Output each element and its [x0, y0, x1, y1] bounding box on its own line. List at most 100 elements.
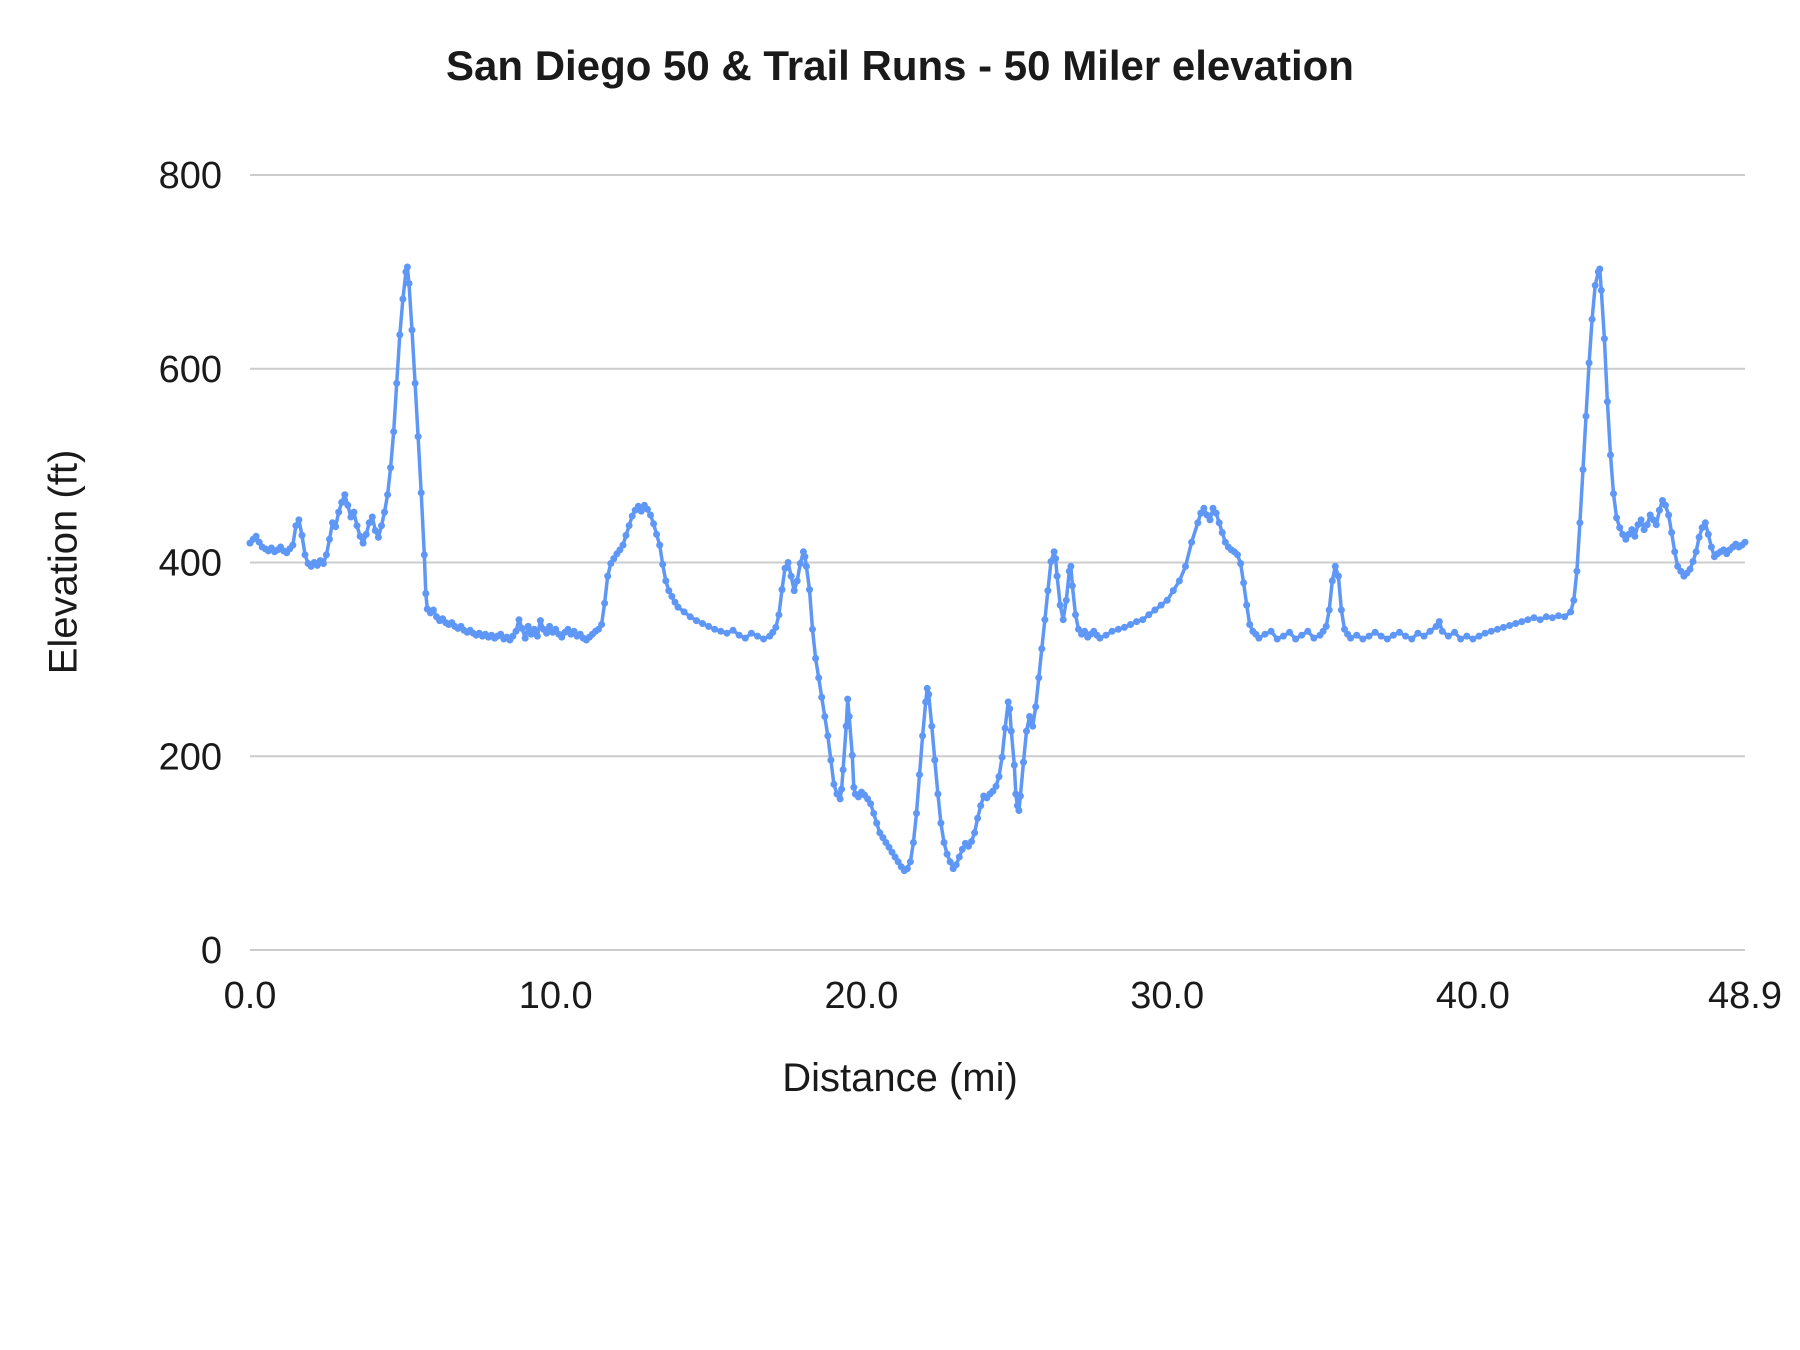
elevation-point [674, 603, 682, 611]
elevation-point [844, 695, 852, 703]
elevation-point [1322, 622, 1330, 630]
elevation-point [793, 577, 801, 585]
elevation-point [362, 530, 370, 538]
elevation-point [922, 698, 930, 706]
elevation-point [1139, 616, 1147, 624]
elevation-point [292, 522, 300, 530]
elevation-point [735, 631, 743, 639]
elevation-point [429, 606, 437, 614]
elevation-point [1597, 286, 1605, 294]
elevation-point [1600, 335, 1608, 343]
elevation-point [1331, 562, 1339, 570]
elevation-point [301, 551, 309, 559]
elevation-point [1127, 621, 1134, 628]
elevation-point [1169, 587, 1177, 595]
elevation-point [906, 858, 914, 866]
elevation-point [1273, 635, 1281, 643]
elevation-point [289, 541, 297, 549]
elevation-point [1643, 521, 1651, 529]
elevation-point [1212, 509, 1220, 517]
x-axis-title: Distance (mi) [782, 1056, 1018, 1100]
elevation-point [1402, 632, 1410, 640]
elevation-point [842, 722, 850, 730]
elevation-point [937, 819, 945, 827]
elevation-point [784, 559, 792, 566]
elevation-point [775, 611, 783, 619]
elevation-point [533, 632, 541, 640]
elevation-point [650, 520, 658, 528]
elevation-point [1255, 634, 1263, 642]
elevation-point [919, 732, 927, 740]
elevation-point [1506, 622, 1514, 629]
y-tick-label: 0 [201, 930, 222, 972]
elevation-point [332, 523, 340, 531]
elevation-point [417, 489, 425, 497]
elevation-point [1001, 724, 1009, 732]
elevation-point [543, 629, 551, 637]
elevation-point [830, 780, 838, 788]
elevation-point [344, 501, 352, 509]
elevation-point [393, 379, 401, 387]
elevation-point [680, 608, 688, 616]
elevation-point [931, 756, 939, 764]
elevation-point [723, 629, 731, 637]
elevation-point [1518, 618, 1526, 626]
elevation-point [1015, 807, 1023, 814]
elevation-point [420, 551, 428, 559]
elevation-point [754, 632, 761, 640]
elevation-point [1163, 596, 1171, 604]
elevation-point [1457, 635, 1465, 643]
elevation-point [1408, 635, 1416, 643]
elevation-point [809, 625, 816, 633]
elevation-point [659, 560, 667, 568]
elevation-point [338, 498, 346, 506]
elevation-point [741, 634, 749, 642]
elevation-point [1435, 618, 1443, 626]
elevation-point [787, 572, 795, 580]
elevation-point [827, 756, 835, 764]
elevation-point [405, 280, 413, 287]
elevation-point [1056, 601, 1064, 609]
elevation-point [1487, 627, 1495, 635]
elevation-point [839, 766, 847, 774]
elevation-point [371, 527, 379, 534]
elevation-point [1591, 281, 1599, 289]
elevation-point [1182, 562, 1189, 570]
elevation-point [1194, 519, 1202, 527]
elevation-point [350, 508, 358, 516]
elevation-point [1365, 632, 1373, 640]
elevation-point [1371, 628, 1379, 636]
elevation-point [1530, 614, 1538, 622]
elevation-point [1120, 623, 1128, 631]
elevation-point [1114, 625, 1122, 633]
elevation-point [1304, 627, 1312, 635]
elevation-point [692, 617, 700, 625]
elevation-point [619, 541, 627, 549]
elevation-point [1579, 466, 1587, 473]
x-tick-label: 0.0 [224, 975, 277, 1017]
elevation-point [1062, 596, 1070, 604]
elevation-point [1298, 631, 1306, 639]
elevation-point [1662, 501, 1669, 509]
elevation-point [1035, 674, 1043, 682]
elevation-point [1542, 613, 1550, 621]
elevation-point [1240, 579, 1248, 587]
y-tick-label: 400 [159, 543, 222, 585]
elevation-point [396, 331, 404, 339]
y-tick-label: 800 [159, 155, 222, 197]
elevation-point [411, 379, 419, 387]
elevation-point [1059, 616, 1067, 624]
elevation-point [326, 535, 333, 543]
elevation-point [934, 790, 942, 798]
chart-title: San Diego 50 & Trail Runs - 50 Miler ele… [446, 42, 1354, 89]
elevation-point [1237, 560, 1245, 567]
elevation-point [1052, 555, 1060, 563]
elevation-point [1218, 529, 1226, 536]
elevation-point [968, 838, 975, 845]
elevation-point [656, 541, 664, 549]
elevation-point [1631, 532, 1639, 540]
elevation-line [248, 265, 1747, 873]
elevation-point [368, 513, 376, 521]
elevation-point [1596, 265, 1604, 273]
elevation-point [1493, 625, 1501, 633]
